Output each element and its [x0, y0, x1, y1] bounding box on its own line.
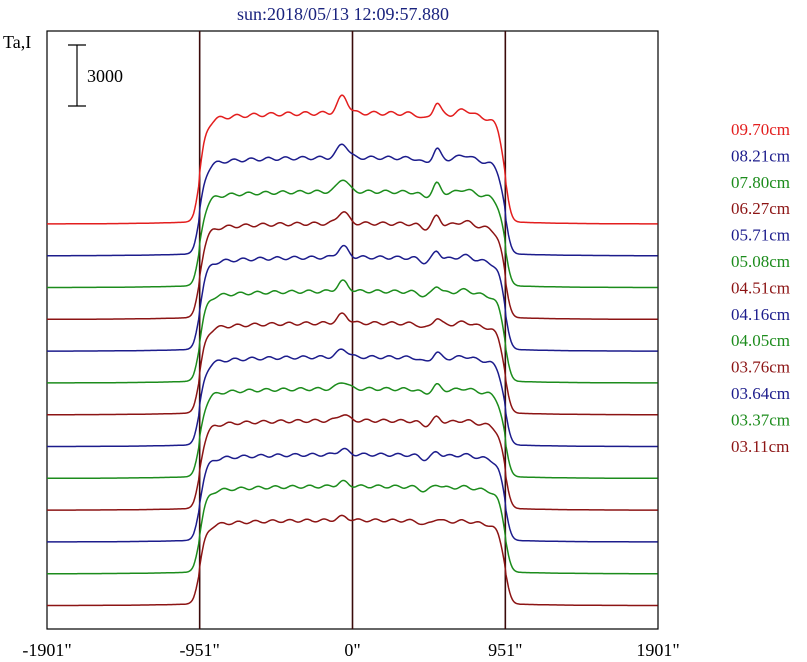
- scale-bar-label: 3000: [87, 66, 123, 86]
- legend-entry-09.70cm: 09.70cm: [731, 120, 790, 139]
- legend-entry-06.27cm: 06.27cm: [731, 199, 790, 218]
- legend-entry-07.80cm: 07.80cm: [731, 173, 790, 192]
- series-line-03.76cm: [47, 414, 658, 511]
- series-line-08.21cm: [47, 143, 658, 257]
- series-line-06.27cm: [47, 211, 658, 321]
- series-line-05.08cm: [47, 279, 658, 384]
- legend: 09.70cm 08.21cm 07.80cm 06.27cm 05.71cm 05.08…: [731, 120, 790, 456]
- legend-entry-03.11cm: 03.11cm: [731, 437, 789, 456]
- x-tick-label-1: -951": [179, 640, 219, 660]
- x-tick-label-4: 1901": [636, 640, 679, 660]
- legend-entry-03.64cm: 03.64cm: [731, 384, 790, 403]
- series-line-04.51cm: [47, 312, 658, 416]
- legend-entry-04.16cm: 04.16cm: [731, 305, 790, 324]
- series-line-05.71cm: [47, 244, 658, 352]
- series-line-03.11cm: [47, 514, 658, 607]
- scale-bar: 3000: [68, 44, 123, 107]
- legend-entry-08.21cm: 08.21cm: [731, 146, 790, 165]
- legend-entry-03.37cm: 03.37cm: [731, 410, 790, 429]
- legend-entry-04.51cm: 04.51cm: [731, 278, 790, 297]
- series-lines: [47, 94, 658, 607]
- series-line-03.64cm: [47, 447, 658, 543]
- x-tick-label-0: -1901": [22, 640, 71, 660]
- legend-entry-04.05cm: 04.05cm: [731, 331, 790, 350]
- legend-entry-05.71cm: 05.71cm: [731, 226, 790, 245]
- chart-title: sun:2018/05/13 12:09:57.880: [237, 4, 449, 24]
- y-axis-label: Ta,I: [3, 32, 31, 52]
- legend-entry-03.76cm: 03.76cm: [731, 358, 790, 377]
- vertical-markers: [198, 31, 507, 629]
- series-line-07.80cm: [47, 179, 658, 289]
- x-tick-label-2: 0": [344, 640, 360, 660]
- legend-entry-05.08cm: 05.08cm: [731, 252, 790, 271]
- x-tick-label-3: 951": [488, 640, 522, 660]
- series-line-09.70cm: [47, 94, 658, 225]
- x-tick-labels: -1901" -951" 0" 951" 1901": [22, 640, 679, 660]
- series-line-04.05cm: [47, 382, 658, 480]
- series-line-03.37cm: [47, 479, 658, 575]
- series-line-04.16cm: [47, 348, 658, 448]
